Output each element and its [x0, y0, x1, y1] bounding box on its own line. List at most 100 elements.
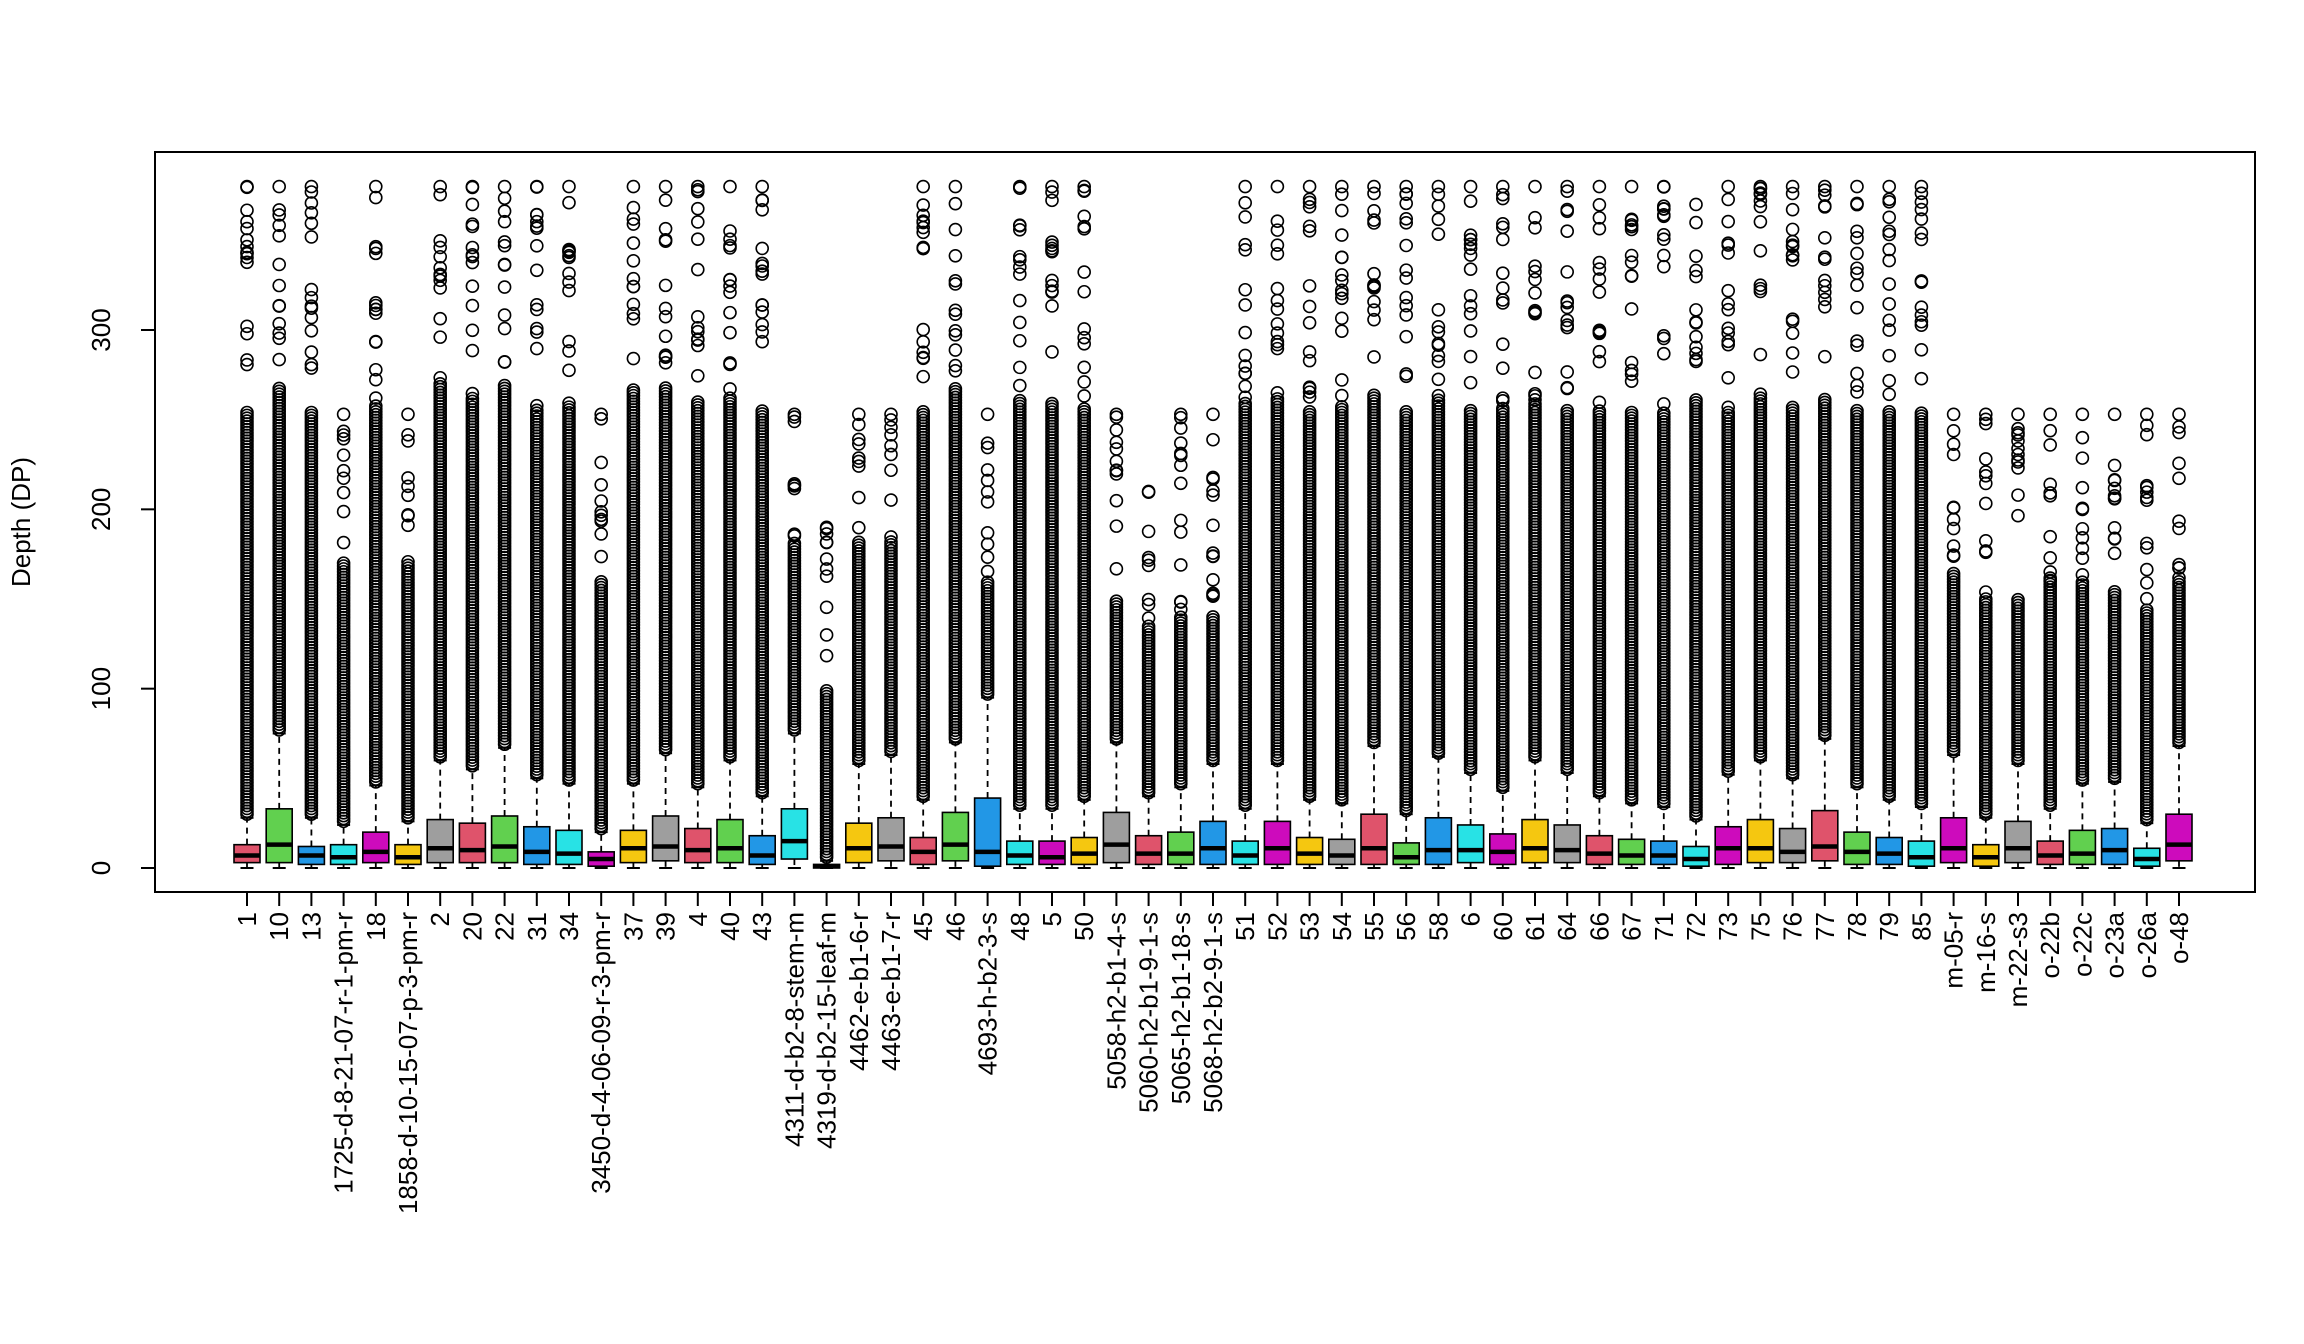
outlier-point: [497, 378, 512, 393]
outlier-point: [594, 508, 609, 523]
outlier-point: [562, 266, 576, 281]
outlier-point: [497, 235, 512, 249]
outlier-point: [368, 190, 383, 205]
outlier-point: [723, 179, 737, 194]
outlier-point: [304, 310, 319, 325]
outlier-point: [1077, 360, 1091, 375]
outlier-point: [529, 221, 544, 235]
outlier-point: [304, 345, 319, 359]
outlier-point: [1270, 179, 1285, 194]
outlier-point: [368, 335, 383, 349]
outlier-point: [240, 221, 254, 236]
outlier-point: [336, 428, 351, 442]
outlier-point: [1335, 324, 1349, 338]
outlier-point: [304, 290, 319, 305]
outlier-point: [948, 196, 963, 211]
outlier-point: [562, 179, 576, 194]
outlier-point: [240, 405, 254, 420]
outlier-point: [433, 187, 448, 202]
outlier-point: [1141, 611, 1156, 625]
outlier-point: [626, 236, 641, 250]
outlier-point: [1045, 345, 1059, 359]
outlier-point: [562, 363, 576, 378]
outlier-point: [240, 326, 254, 341]
outlier-point: [240, 214, 254, 229]
outlier-point: [497, 238, 512, 253]
outlier-point: [497, 204, 512, 218]
outlier-point: [465, 391, 480, 406]
outlier-point: [1367, 266, 1381, 281]
outlier-point: [272, 218, 287, 233]
outlier-point: [658, 193, 673, 207]
outlier-point: [594, 527, 609, 541]
outlier-point: [1463, 349, 1478, 364]
outlier-point: [465, 343, 480, 358]
outlier-point: [1463, 194, 1478, 208]
outlier-point: [240, 319, 254, 334]
outlier-point: [1463, 262, 1478, 277]
outlier-point: [1335, 203, 1349, 218]
outlier-point: [626, 297, 641, 312]
outlier-point: [465, 298, 480, 313]
outlier-point: [497, 257, 512, 272]
outlier-point: [1367, 179, 1381, 194]
outlier-point: [980, 537, 995, 552]
outlier-point: [658, 329, 673, 344]
outlier-point: [562, 244, 576, 259]
outlier-point: [755, 305, 770, 319]
outlier-point: [1431, 199, 1446, 213]
outlier-point: [240, 357, 254, 372]
outlier-point: [1045, 299, 1059, 313]
outlier-point: [304, 282, 319, 297]
outlier-point: [529, 263, 544, 278]
outlier-point: [594, 505, 609, 519]
outlier-point: [433, 234, 448, 248]
outlier-point: [368, 179, 383, 194]
outlier-point: [626, 279, 641, 294]
outlier-point: [272, 381, 287, 396]
outlier-point: [1238, 282, 1252, 297]
outlier-point: [336, 431, 351, 446]
outlier-point: [1174, 513, 1188, 528]
outlier-point: [433, 179, 448, 194]
outlier-point: [304, 323, 319, 338]
outlier-point: [529, 321, 544, 336]
outlier-point: [723, 305, 737, 320]
outlier-point: [240, 255, 254, 270]
outlier-point: [690, 368, 705, 383]
outlier-point: [368, 391, 383, 405]
outlier-point: [1238, 196, 1252, 210]
outlier-point: [1270, 293, 1285, 308]
outlier-point: [723, 325, 737, 340]
outlier-point: [1431, 227, 1446, 242]
outlier-point: [304, 405, 319, 420]
outlier-point: [1109, 407, 1124, 422]
outlier-point: [1270, 317, 1285, 331]
outlier-point: [240, 250, 254, 265]
outlier-point: [948, 343, 963, 357]
outlier-point: [1367, 186, 1381, 201]
outlier-point: [594, 407, 609, 422]
outlier-point: [368, 372, 383, 387]
outlier-point: [529, 341, 544, 356]
outlier-point: [1109, 562, 1124, 576]
outlier-point: [851, 520, 866, 535]
outlier-point: [368, 399, 383, 413]
outlier-point: [1077, 389, 1091, 403]
outlier-point: [433, 249, 448, 264]
outlier-point: [336, 471, 351, 486]
outlier-point: [1206, 432, 1220, 447]
outlier-point: [465, 197, 480, 212]
outlier-point: [336, 424, 351, 439]
outlier-point: [690, 201, 705, 216]
outlier-point: [433, 311, 448, 326]
outlier-point: [433, 370, 448, 385]
outlier-point: [1367, 294, 1381, 309]
outlier-point: [980, 407, 995, 422]
outlier-point: [1012, 333, 1027, 348]
outlier-point: [658, 179, 673, 194]
outlier-point: [401, 488, 415, 503]
outlier-point: [1367, 350, 1381, 364]
outlier-point: [336, 448, 351, 462]
